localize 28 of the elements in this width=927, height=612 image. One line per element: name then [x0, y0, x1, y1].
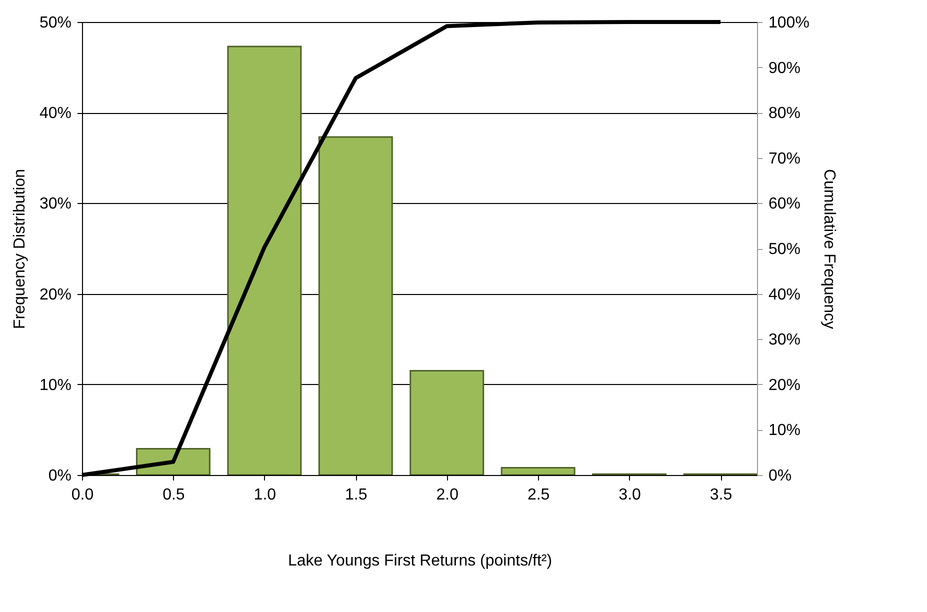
y2-tick-label: 100%: [768, 14, 810, 32]
y-axis-title: Frequency Distribution: [11, 168, 28, 330]
y2-tick-label: 50%: [768, 241, 801, 258]
y2-tick-label: 80%: [768, 105, 801, 122]
x-tick-label: 0.5: [162, 486, 185, 504]
y2-tick-label: 40%: [768, 286, 801, 304]
y2-axis-title: Cumulative Frequency: [820, 168, 838, 330]
y2-tick-label: 70%: [768, 150, 801, 168]
x-tick-label: 3.0: [618, 486, 642, 504]
x-tick-label: 0.0: [71, 486, 94, 504]
y2-tick-label: 60%: [768, 196, 801, 213]
x-tick-label: 1.0: [254, 486, 276, 504]
y-tick-label: 0%: [48, 468, 72, 484]
y2-tick-label: 90%: [768, 60, 801, 77]
x-tick-label: 2.0: [436, 486, 459, 504]
x-tick-label: 2.5: [527, 486, 550, 504]
y2-tick-label: 20%: [768, 376, 801, 394]
y-tick-label: 50%: [39, 14, 72, 32]
x-tick-label: 1.5: [345, 486, 368, 504]
y-tick-label: 40%: [39, 105, 72, 122]
x-axis-title: Lake Youngs First Returns (points/ft²): [288, 552, 552, 570]
y2-tick-label: 0%: [768, 468, 792, 484]
x-tick-label: 3.5: [710, 486, 732, 504]
y2-tick-label: 10%: [768, 422, 801, 440]
y2-tick-label: 30%: [768, 332, 801, 349]
y-tick-label: 10%: [39, 376, 72, 394]
y-tick-label: 30%: [39, 196, 72, 213]
y-tick-label: 20%: [39, 286, 72, 304]
